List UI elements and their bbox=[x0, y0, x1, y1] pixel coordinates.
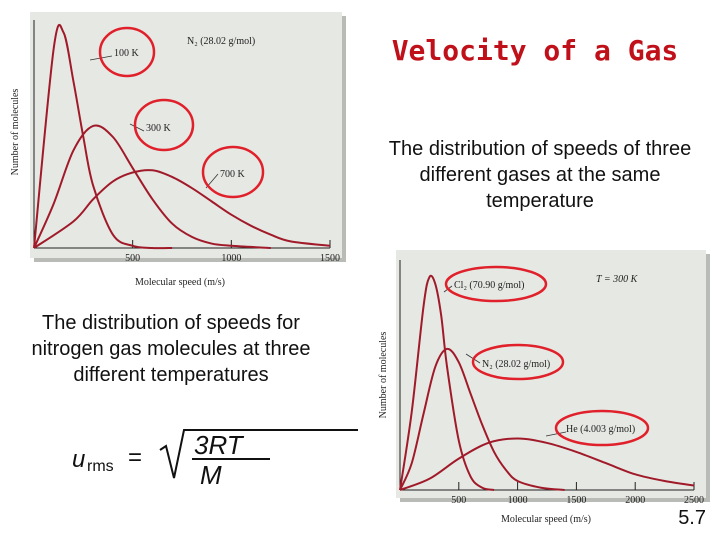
chart-1-ylabel: Number of molecules bbox=[10, 89, 21, 176]
chart-1-series-label: 700 K bbox=[220, 169, 246, 180]
chart-2-highlight-circle bbox=[554, 409, 650, 447]
chart-1-label-leader bbox=[129, 123, 145, 132]
formula-equals: = bbox=[128, 444, 143, 471]
chart-1-header-label: N₂ (28.02 g/mol) bbox=[187, 36, 255, 47]
slide-title: Velocity of a Gas bbox=[391, 34, 679, 67]
chart-2-tick-label: 2500 bbox=[684, 495, 704, 506]
chart-nitrogen-temperatures: Number of molecules Molecular speed (m/s… bbox=[10, 12, 342, 288]
chart-2-tick-label: 2000 bbox=[625, 495, 645, 506]
chart-2-highlight-circle bbox=[444, 265, 548, 303]
formula-denominator: M bbox=[200, 460, 222, 490]
chart-2-series-label: Cl₂ (70.90 g/mol) bbox=[454, 280, 524, 291]
formula-lhs-subscript: rms bbox=[87, 458, 114, 475]
chart-2-series-line bbox=[399, 274, 495, 491]
formula-numerator: 3RT bbox=[194, 430, 243, 460]
chart-2-series-label: He (4.003 g/mol) bbox=[566, 424, 635, 435]
chart-2-svg: Number of molecules Molecular speed (m/s… bbox=[378, 260, 704, 525]
chart-1-svg: Number of molecules Molecular speed (m/s… bbox=[10, 20, 340, 288]
caption-nitrogen-temperatures: The distribution of speeds for nitrogen … bbox=[31, 312, 311, 386]
chart-2-tick-label: 1000 bbox=[508, 495, 528, 506]
chart-1-series-line bbox=[33, 23, 173, 250]
chart-1-series-line bbox=[33, 124, 271, 249]
chart-2-label-leader bbox=[545, 431, 567, 437]
rms-speed-formula: u rms = 3RT M bbox=[72, 428, 358, 490]
chart-2-series-line bbox=[399, 347, 565, 491]
chart-1-tick-label: 500 bbox=[125, 253, 140, 264]
chart-1-xlabel: Molecular speed (m/s) bbox=[135, 277, 225, 288]
chart-2-header-label: T = 300 K bbox=[596, 274, 639, 285]
square-root-bar-icon bbox=[184, 429, 274, 460]
chart-2-highlight-circle bbox=[471, 343, 565, 381]
chart-1-series-line bbox=[33, 169, 331, 249]
chart-1-tick-label: 1500 bbox=[320, 253, 340, 264]
chart-1-tick-label: 1000 bbox=[221, 253, 241, 264]
slide-number: 5.7 bbox=[678, 507, 706, 529]
chart-2-xlabel: Molecular speed (m/s) bbox=[501, 514, 591, 525]
chart-gases-300k: Number of molecules Molecular speed (m/s… bbox=[378, 250, 706, 525]
chart-2-series-line bbox=[399, 437, 695, 491]
chart-2-tick-label: 500 bbox=[451, 495, 466, 506]
caption-three-gases: The distribution of speeds of three diff… bbox=[388, 138, 692, 212]
formula-lhs-variable: u bbox=[72, 446, 86, 473]
chart-1-series-label: 300 K bbox=[146, 123, 172, 134]
chart-1-highlight-circle bbox=[133, 98, 195, 152]
chart-1-highlight-circle bbox=[98, 26, 156, 78]
chart-2-series-label: N₂ (28.02 g/mol) bbox=[482, 359, 550, 370]
chart-2-ylabel: Number of molecules bbox=[378, 332, 389, 419]
chart-1-highlight-circle bbox=[201, 145, 265, 199]
chart-1-series-label: 100 K bbox=[114, 48, 140, 59]
chart-2-tick-label: 1500 bbox=[566, 495, 586, 506]
